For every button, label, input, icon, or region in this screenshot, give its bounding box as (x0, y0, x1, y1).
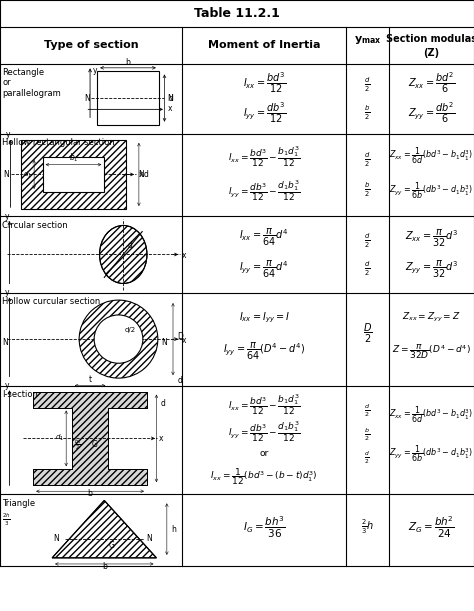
Text: $Z = \dfrac{\pi}{32D}(D^4 - d^4)$: $Z = \dfrac{\pi}{32D}(D^4 - d^4)$ (392, 342, 471, 360)
Text: $I_{xx} = \dfrac{1}{12}(bd^3 - (b - t)d_1^3)$: $I_{xx} = \dfrac{1}{12}(bd^3 - (b - t)d_… (210, 466, 318, 487)
Text: d: d (144, 170, 148, 179)
Text: $\frac{d}{2}$: $\frac{d}{2}$ (364, 151, 371, 169)
Ellipse shape (94, 315, 143, 364)
Text: $Z_{yy} = \dfrac{1}{6b}(db^3 - d_1b_1^3)$: $Z_{yy} = \dfrac{1}{6b}(db^3 - d_1b_1^3)… (389, 443, 474, 464)
Text: b: b (88, 489, 92, 498)
Text: d: d (160, 398, 165, 408)
Text: y: y (5, 288, 9, 297)
Bar (21, 140, 126, 209)
Text: x: x (167, 104, 172, 113)
Polygon shape (33, 392, 147, 485)
Text: N: N (162, 338, 167, 346)
Text: $I_{xx} = \dfrac{bd^3}{12}$: $I_{xx} = \dfrac{bd^3}{12}$ (243, 70, 286, 95)
Text: N: N (138, 170, 144, 179)
Text: $\dfrac{D}{2}$: $\dfrac{D}{2}$ (363, 321, 372, 345)
Text: $Z_{yy} = \dfrac{db^2}{6}$: $Z_{yy} = \dfrac{db^2}{6}$ (408, 100, 455, 125)
Text: $Z_{yy} = \dfrac{1}{6b}(db^3 - d_1b_1^3)$: $Z_{yy} = \dfrac{1}{6b}(db^3 - d_1b_1^3)… (389, 180, 474, 200)
Text: $b_1$: $b_1$ (69, 152, 78, 164)
Text: Triangle: Triangle (2, 499, 36, 508)
Text: Moment of Inertia: Moment of Inertia (208, 40, 320, 50)
Text: $\frac{b}{2}$: $\frac{b}{2}$ (365, 426, 370, 444)
Text: $Z_{xx} = Z_{yy} = Z$: $Z_{xx} = Z_{yy} = Z$ (402, 311, 461, 324)
Text: $I_{yy} = \dfrac{db^3}{12} - \dfrac{d_1b_1^3}{12}$: $I_{yy} = \dfrac{db^3}{12} - \dfrac{d_1b… (228, 178, 301, 203)
Text: $\frac{d}{2}$: $\frac{d}{2}$ (364, 76, 371, 94)
Text: $\frac{d}{2}$: $\frac{d}{2}$ (364, 260, 371, 278)
Text: x: x (159, 434, 164, 444)
Bar (97, 71, 159, 125)
Text: $d_1$: $d_1$ (55, 433, 64, 444)
Text: Hollow rectangular section: Hollow rectangular section (2, 138, 115, 147)
Text: G: G (92, 440, 98, 449)
Text: N: N (3, 170, 9, 179)
Text: N: N (2, 338, 8, 346)
Text: $I_{yy} = \dfrac{\pi}{64} d^4$: $I_{yy} = \dfrac{\pi}{64} d^4$ (239, 259, 289, 280)
Text: $Z_{yy} = \dfrac{\pi}{32} d^3$: $Z_{yy} = \dfrac{\pi}{32} d^3$ (404, 259, 458, 280)
Text: y: y (6, 130, 10, 139)
Text: N: N (147, 534, 153, 543)
Text: Hollow curcular section: Hollow curcular section (2, 297, 100, 306)
Text: d: d (168, 93, 173, 103)
Text: $d_1$: $d_1$ (23, 169, 32, 180)
Text: $Z_{xx} = \dfrac{\pi}{32} d^3$: $Z_{xx} = \dfrac{\pi}{32} d^3$ (404, 228, 458, 249)
Text: $Z_{xx} = \dfrac{1}{6d}(bd^3 - b_1d_1^3)$: $Z_{xx} = \dfrac{1}{6d}(bd^3 - b_1d_1^3)… (389, 404, 474, 425)
Text: Type of section: Type of section (44, 40, 138, 50)
Text: y: y (5, 212, 9, 221)
Text: Table 11.2.1: Table 11.2.1 (194, 7, 280, 20)
Text: $I_{yy} = \dfrac{\pi}{64}(D^4 - d^4)$: $I_{yy} = \dfrac{\pi}{64}(D^4 - d^4)$ (223, 341, 305, 362)
Text: d: d (128, 241, 133, 251)
Text: Rectangle
or
parallelogram: Rectangle or parallelogram (2, 68, 61, 98)
Text: N: N (53, 534, 59, 543)
Text: $\frac{b}{2}$: $\frac{b}{2}$ (364, 181, 371, 199)
Text: $I_{xx} = \dfrac{bd^3}{12} - \dfrac{b_1d_1^3}{12}$: $I_{xx} = \dfrac{bd^3}{12} - \dfrac{b_1d… (228, 392, 301, 417)
Text: or: or (260, 449, 269, 458)
Text: $I_{xx} = \dfrac{\pi}{64} d^4$: $I_{xx} = \dfrac{\pi}{64} d^4$ (239, 227, 289, 248)
Text: h: h (172, 525, 176, 533)
Text: $\frac{b_1}{2}$: $\frac{b_1}{2}$ (74, 438, 82, 453)
Text: $\frac{d}{2}$: $\frac{d}{2}$ (365, 402, 370, 419)
Text: $Z_{xx} = \dfrac{bd^2}{6}$: $Z_{xx} = \dfrac{bd^2}{6}$ (408, 70, 455, 95)
Text: x: x (182, 251, 186, 260)
Text: b: b (126, 59, 130, 67)
Text: b: b (102, 562, 107, 571)
Text: $I_{xx} = I_{yy} = I$: $I_{xx} = I_{yy} = I$ (239, 310, 290, 325)
Bar (43, 157, 104, 192)
Text: $\frac{2}{3}h$: $\frac{2}{3}h$ (361, 518, 374, 536)
Text: $I_G = \dfrac{bh^3}{36}$: $I_G = \dfrac{bh^3}{36}$ (243, 514, 285, 540)
Text: Circular section: Circular section (2, 221, 68, 230)
Polygon shape (52, 500, 156, 558)
Text: I-section: I-section (2, 390, 38, 399)
Ellipse shape (100, 225, 147, 284)
Text: $\frac{b}{2}$: $\frac{b}{2}$ (364, 104, 371, 122)
Text: y: y (5, 381, 9, 390)
Text: G: G (109, 541, 115, 549)
Text: N: N (167, 93, 173, 103)
Text: t: t (89, 375, 91, 384)
Text: x: x (139, 170, 143, 180)
Text: d/2: d/2 (125, 327, 136, 333)
Text: $I_{yy} = \dfrac{db^3}{12} - \dfrac{d_1b_1^3}{12}$: $I_{yy} = \dfrac{db^3}{12} - \dfrac{d_1b… (228, 420, 301, 444)
Text: N: N (84, 93, 90, 103)
Text: (Z): (Z) (423, 48, 439, 57)
Text: $Z_{xx} = \dfrac{1}{6d}(bd^3 - b_1d_1^3)$: $Z_{xx} = \dfrac{1}{6d}(bd^3 - b_1d_1^3)… (389, 145, 474, 166)
Text: Section modulas: Section modulas (386, 34, 474, 44)
Text: $\mathbf{y_{max}}$: $\mathbf{y_{max}}$ (354, 34, 381, 46)
Text: d: d (178, 376, 182, 385)
Text: $Z_G = \dfrac{bh^2}{24}$: $Z_G = \dfrac{bh^2}{24}$ (408, 514, 455, 540)
Text: $\frac{d}{2}$: $\frac{d}{2}$ (365, 450, 370, 466)
Text: $\frac{d}{2}$: $\frac{d}{2}$ (364, 232, 371, 250)
Text: $I_{xx} = \dfrac{bd^3}{12} - \dfrac{b_1d_1^3}{12}$: $I_{xx} = \dfrac{bd^3}{12} - \dfrac{b_1d… (228, 144, 301, 169)
Text: $\frac{2h}{3}$: $\frac{2h}{3}$ (2, 511, 11, 528)
Text: D: D (178, 332, 183, 340)
Text: $I_{yy} = \dfrac{db^3}{12}$: $I_{yy} = \dfrac{db^3}{12}$ (243, 100, 286, 125)
Text: y: y (92, 66, 97, 75)
Text: x: x (182, 336, 186, 345)
Ellipse shape (79, 300, 158, 378)
